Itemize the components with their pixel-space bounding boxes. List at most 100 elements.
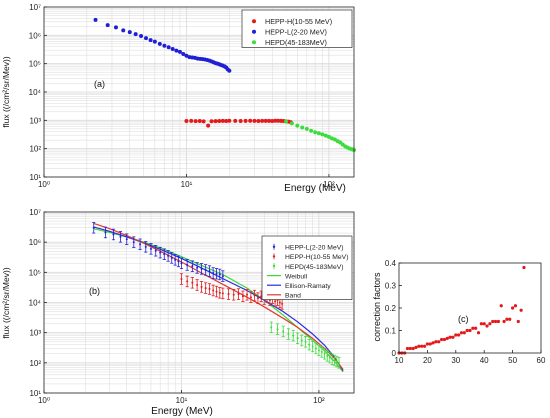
data-point bbox=[253, 294, 256, 297]
panel-c-label: (c) bbox=[458, 314, 469, 324]
data-point bbox=[263, 118, 268, 123]
legend-box bbox=[261, 235, 353, 300]
data-point bbox=[274, 300, 277, 303]
data-point bbox=[154, 249, 157, 252]
x-tick-label: 10⁰ bbox=[38, 180, 50, 189]
data-point bbox=[191, 265, 194, 268]
data-point bbox=[184, 118, 189, 123]
data-point bbox=[289, 121, 294, 126]
data-point bbox=[296, 337, 299, 340]
data-point bbox=[227, 68, 232, 73]
data-point bbox=[425, 342, 429, 346]
data-point bbox=[243, 118, 248, 123]
data-point bbox=[304, 340, 307, 343]
data-point bbox=[193, 119, 198, 124]
data-point bbox=[197, 118, 202, 123]
y-tick-label: 10⁷ bbox=[29, 3, 41, 12]
data-point bbox=[323, 352, 326, 355]
data-point bbox=[491, 319, 495, 324]
data-point bbox=[488, 322, 492, 326]
data-point bbox=[119, 235, 122, 238]
legend-label: Weibull bbox=[285, 273, 308, 280]
data-point bbox=[104, 231, 107, 234]
legend-label: HEPP-L(2-20 MeV) bbox=[285, 245, 344, 252]
data-point bbox=[333, 359, 336, 362]
data-point bbox=[437, 340, 441, 344]
data-point bbox=[196, 266, 199, 269]
data-point bbox=[442, 337, 447, 342]
data-point bbox=[149, 247, 152, 250]
panel-c: 10 20 30 40 50 60 0 0.1 0.2 0.3 0.4 bbox=[385, 259, 546, 365]
data-point bbox=[295, 123, 300, 128]
data-point bbox=[170, 46, 175, 51]
data-point bbox=[241, 295, 244, 298]
data-point bbox=[92, 226, 95, 229]
data-point bbox=[505, 317, 509, 321]
data-point bbox=[246, 293, 249, 296]
y-tick-label: 0 bbox=[392, 349, 397, 358]
data-point bbox=[220, 118, 225, 123]
data-point bbox=[127, 30, 132, 35]
data-point bbox=[414, 345, 418, 349]
data-point bbox=[112, 233, 115, 236]
data-point bbox=[304, 126, 309, 131]
data-point bbox=[270, 326, 273, 329]
y-tick-label: 10¹ bbox=[29, 173, 41, 182]
data-point bbox=[221, 292, 224, 295]
data-point bbox=[474, 326, 478, 330]
legend-swatch bbox=[252, 29, 256, 34]
data-point bbox=[252, 118, 257, 123]
data-point bbox=[224, 118, 229, 123]
data-point bbox=[208, 270, 211, 273]
panel-b: 10⁰ 10¹ 10²10¹10²10³10⁴10⁵10⁶10⁷HEPP-L(2-2… bbox=[29, 208, 355, 405]
data-point bbox=[215, 272, 218, 275]
data-point bbox=[320, 132, 325, 137]
data-point bbox=[215, 290, 218, 293]
data-point bbox=[422, 344, 427, 348]
data-point bbox=[445, 336, 449, 340]
data-point bbox=[191, 281, 194, 284]
data-point bbox=[152, 39, 157, 44]
data-point bbox=[180, 262, 183, 265]
legend-label: HEPD(45-183MeV) bbox=[265, 38, 327, 47]
data-point bbox=[148, 38, 153, 43]
data-point bbox=[212, 289, 215, 292]
y-tick-label: 10³ bbox=[29, 116, 41, 125]
legend-box bbox=[241, 9, 353, 48]
data-point bbox=[493, 319, 498, 324]
data-point bbox=[196, 284, 199, 287]
panel-a-ylabel: flux ((/cm²/sr/Mev)) bbox=[1, 56, 11, 127]
plot-area bbox=[399, 263, 541, 353]
data-point bbox=[221, 275, 224, 278]
data-point bbox=[170, 256, 173, 259]
data-point bbox=[186, 264, 189, 267]
data-point bbox=[177, 49, 182, 54]
data-point bbox=[248, 118, 253, 123]
data-point bbox=[471, 326, 475, 330]
data-point bbox=[311, 345, 314, 348]
y-tick-label: 10⁶ bbox=[29, 238, 41, 247]
data-point bbox=[177, 260, 180, 263]
data-point bbox=[317, 349, 320, 352]
data-point bbox=[163, 253, 166, 256]
y-tick-label: 10⁶ bbox=[29, 31, 41, 40]
data-point bbox=[162, 43, 167, 48]
data-point bbox=[328, 356, 331, 359]
data-point bbox=[326, 134, 331, 139]
data-point bbox=[405, 346, 410, 351]
data-point bbox=[200, 267, 203, 270]
data-point bbox=[420, 344, 424, 348]
data-point bbox=[417, 344, 421, 348]
data-point bbox=[309, 128, 314, 133]
data-point bbox=[213, 119, 218, 124]
data-point bbox=[284, 119, 289, 124]
data-point bbox=[144, 245, 147, 248]
data-point bbox=[326, 354, 329, 357]
data-point bbox=[331, 358, 334, 361]
data-point bbox=[513, 304, 518, 308]
data-point bbox=[139, 33, 144, 38]
data-point bbox=[468, 328, 472, 333]
y-tick-label: 0.4 bbox=[385, 259, 397, 268]
x-tick-label: 10² bbox=[313, 396, 325, 405]
